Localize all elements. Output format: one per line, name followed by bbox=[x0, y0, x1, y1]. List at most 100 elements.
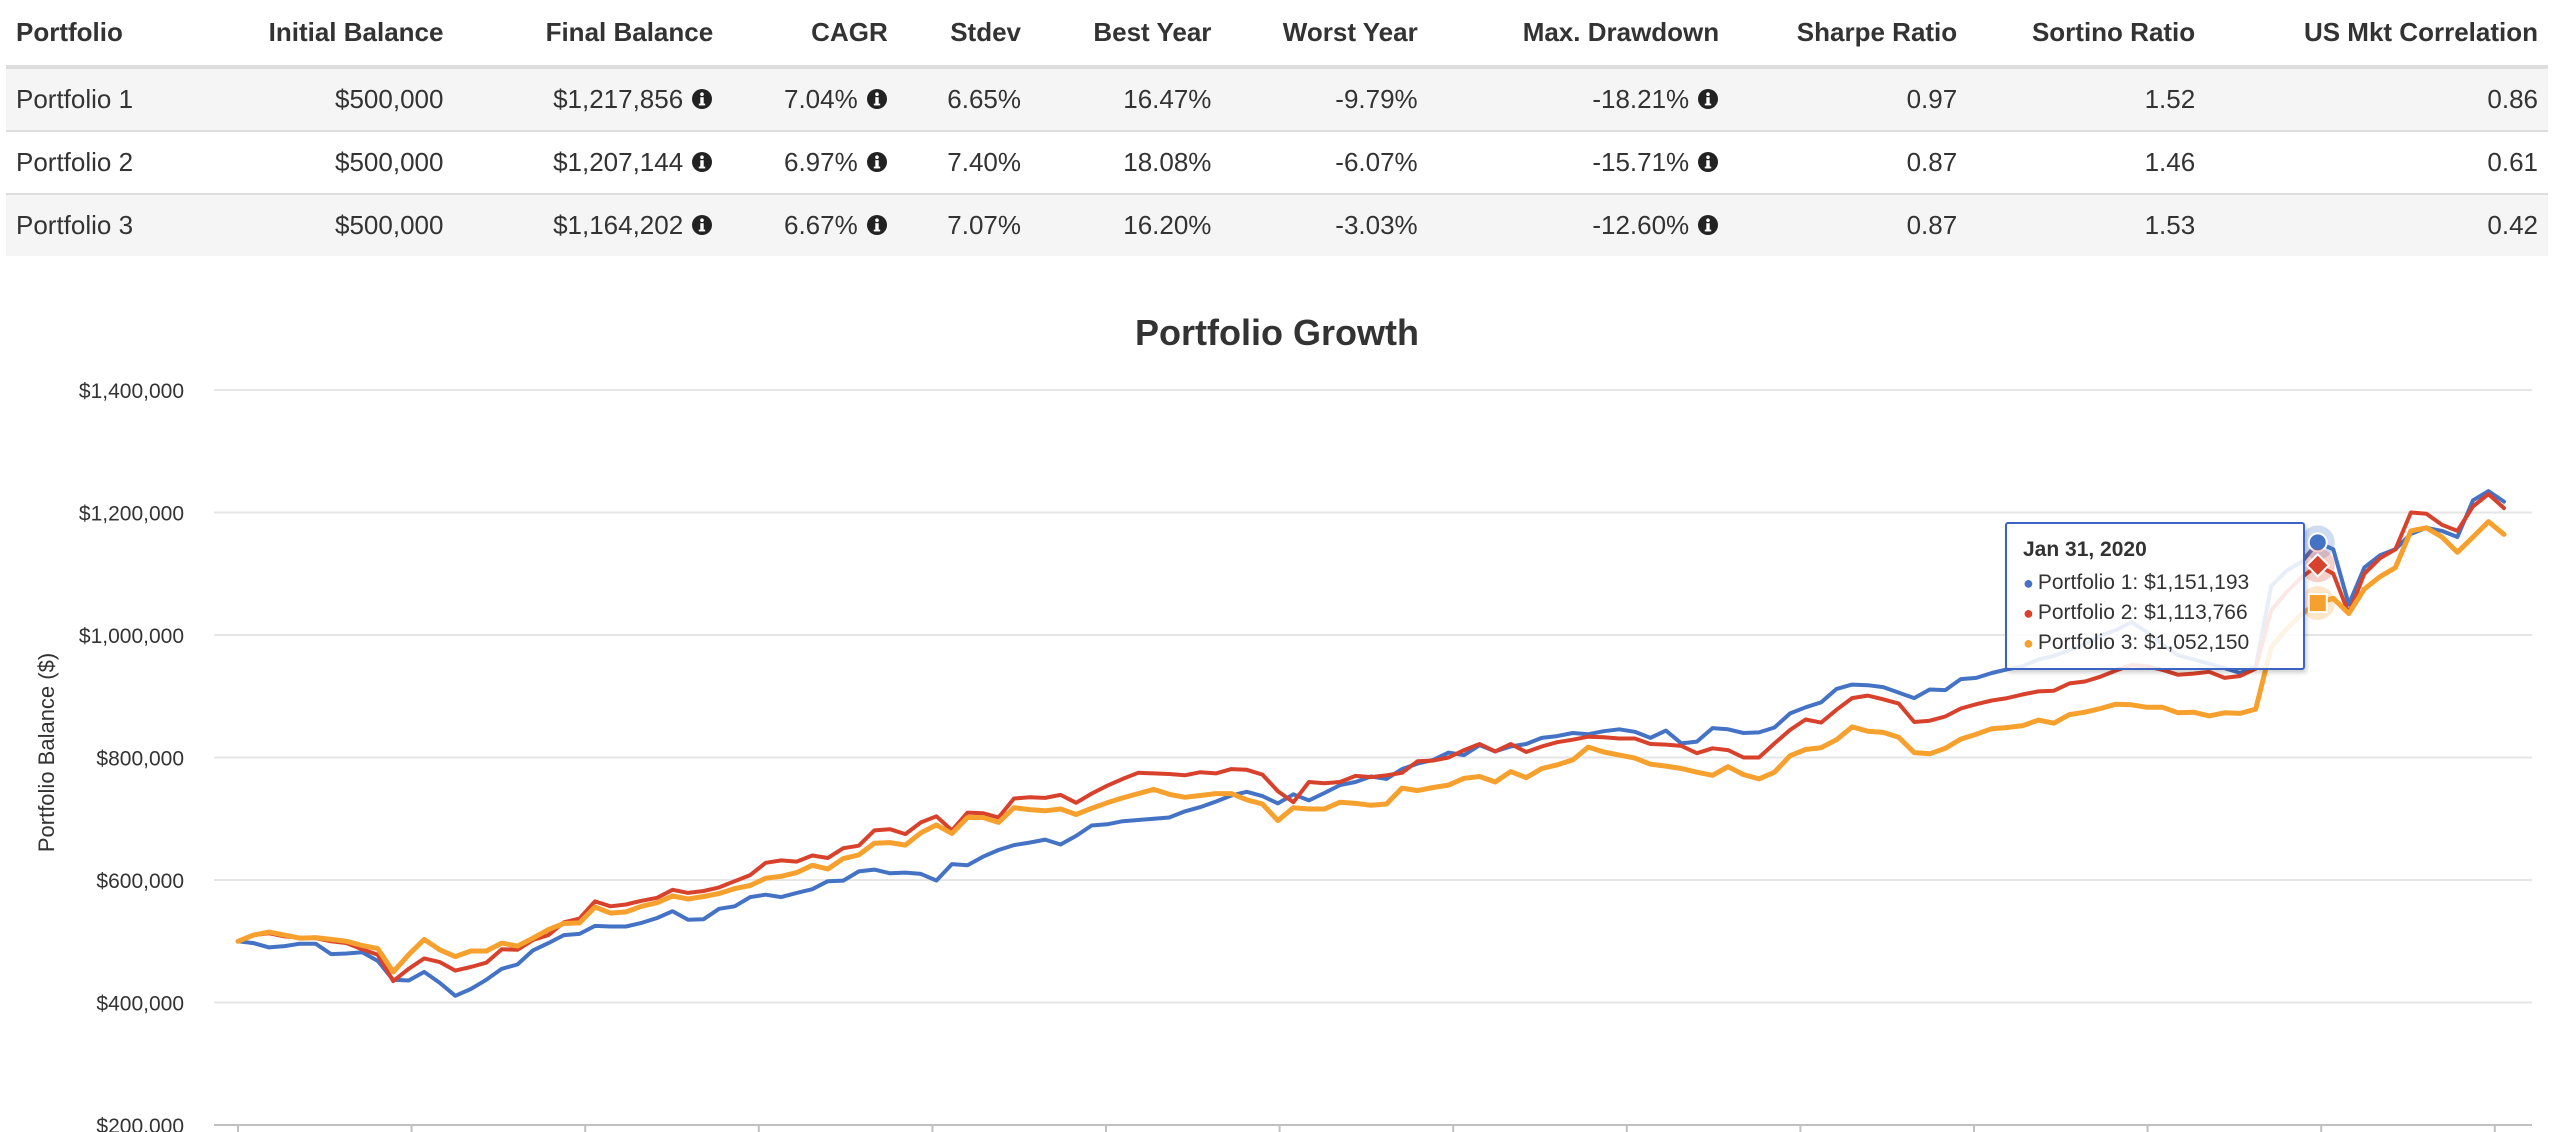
cell-value: -18.21% bbox=[1592, 84, 1690, 114]
tooltip-dot-icon: ● bbox=[2023, 573, 2034, 593]
tooltip-date: Jan 31, 2020 bbox=[2023, 538, 2147, 561]
cell-value: 0.87 bbox=[1906, 210, 1958, 240]
cell-value: 16.20% bbox=[1123, 210, 1212, 240]
cell-portfolio: Portfolio 3 bbox=[6, 194, 184, 256]
table-row: Portfolio 3 $500,000 $1,164,202 6.67% 7.07% 1… bbox=[6, 194, 2548, 256]
cell-value: 1.53 bbox=[2144, 210, 2196, 240]
info-icon[interactable] bbox=[691, 88, 713, 110]
info-icon[interactable] bbox=[691, 151, 713, 173]
tooltip-value-portfolio-2: Portfolio 2: $1,113,766 bbox=[2037, 601, 2248, 624]
cell-sortino-ratio: 1.52 bbox=[1967, 67, 2206, 132]
cell-portfolio: Portfolio 1 bbox=[6, 67, 184, 132]
cell-value: 6.97% bbox=[784, 147, 858, 177]
tooltip-value-portfolio-3: Portfolio 3: $1,052,150 bbox=[2037, 631, 2250, 654]
cell-value: 1.46 bbox=[2144, 147, 2196, 177]
cell-worst-year: -6.07% bbox=[1221, 131, 1428, 195]
header-portfolio: Portfolio bbox=[6, 0, 184, 69]
y-tick-label: $1,200,000 bbox=[79, 503, 184, 526]
cell-stdev: 7.40% bbox=[897, 131, 1032, 195]
cell-value: -15.71% bbox=[1592, 147, 1690, 177]
tooltip-row-portfolio-3: ● Portfolio 3: $1,052,150 bbox=[2023, 628, 2287, 658]
cell-sortino-ratio: 1.53 bbox=[1967, 194, 2205, 256]
cell-worst-year: -3.03% bbox=[1221, 194, 1427, 256]
cell-us-mkt-correlation: 0.42 bbox=[2205, 194, 2548, 256]
cell-stdev: 6.65% bbox=[897, 67, 1032, 132]
cell-max-drawdown: -12.60% bbox=[1428, 194, 1729, 256]
cell-value: 6.65% bbox=[947, 84, 1022, 114]
header-sortino-ratio: Sortino Ratio bbox=[1967, 0, 2206, 69]
chart-canvas: Portfolio Growth Portfolio Balance ($) $20… bbox=[34, 312, 2532, 1132]
header-us-mkt-correlation: US Mkt Correlation bbox=[2205, 0, 2548, 69]
info-icon[interactable] bbox=[866, 151, 888, 173]
header-worst-year: Worst Year bbox=[1221, 0, 1428, 69]
y-tick-label: $400,000 bbox=[96, 993, 184, 1016]
y-tick-label: $800,000 bbox=[96, 748, 184, 771]
cell-value: $1,217,856 bbox=[553, 84, 684, 114]
cell-final-balance: $1,207,144 bbox=[453, 131, 724, 195]
table-row: Portfolio 2 $500,000 $1,207,144 6.97% 7.40% 1… bbox=[6, 131, 2548, 195]
y-tick-label: $600,000 bbox=[96, 870, 184, 893]
cell-best-year: 18.08% bbox=[1031, 131, 1222, 195]
info-icon[interactable] bbox=[1697, 88, 1719, 110]
cell-value: 7.40% bbox=[947, 147, 1022, 177]
cell-value: Portfolio 2 bbox=[16, 147, 134, 177]
cell-initial-balance: $500,000 bbox=[183, 67, 454, 132]
cell-stdev: 7.07% bbox=[898, 194, 1031, 256]
cell-final-balance: $1,217,856 bbox=[453, 67, 724, 132]
cell-cagr: 7.04% bbox=[723, 67, 898, 132]
info-icon[interactable] bbox=[1697, 151, 1719, 173]
cell-best-year: 16.20% bbox=[1031, 194, 1221, 256]
header-sharpe-ratio: Sharpe Ratio bbox=[1729, 0, 1968, 69]
portfolio-stats-table: Portfolio Initial Balance Final Balance … bbox=[6, 0, 2548, 256]
cell-sharpe-ratio: 0.97 bbox=[1729, 67, 1968, 132]
tooltip-value-portfolio-1: Portfolio 1: $1,151,193 bbox=[2037, 571, 2250, 594]
cell-value: $1,164,202 bbox=[553, 210, 684, 240]
cell-value: $500,000 bbox=[335, 84, 444, 114]
header-best-year: Best Year bbox=[1031, 0, 1222, 69]
cell-max-drawdown: -18.21% bbox=[1427, 67, 1730, 132]
cell-value: 7.07% bbox=[947, 210, 1022, 240]
header-initial-balance: Initial Balance bbox=[183, 0, 454, 69]
cell-sortino-ratio: 1.46 bbox=[1967, 131, 2206, 195]
cell-value: 0.61 bbox=[2487, 147, 2538, 177]
cell-cagr: 6.67% bbox=[723, 194, 898, 256]
cell-sharpe-ratio: 0.87 bbox=[1729, 194, 1967, 256]
cell-portfolio: Portfolio 2 bbox=[6, 131, 184, 195]
cell-best-year: 16.47% bbox=[1031, 67, 1222, 132]
tooltip-dot-icon: ● bbox=[2023, 633, 2034, 653]
cell-sharpe-ratio: 0.87 bbox=[1729, 131, 1968, 195]
y-tick-label: $200,000 bbox=[96, 1115, 184, 1132]
cell-value: 18.08% bbox=[1123, 147, 1212, 177]
cell-value: $1,207,144 bbox=[553, 147, 684, 177]
chart-title: Portfolio Growth bbox=[1135, 312, 1419, 353]
cell-final-balance: $1,164,202 bbox=[453, 194, 723, 256]
info-icon[interactable] bbox=[1697, 214, 1719, 236]
hover-marker-circle bbox=[2307, 532, 2328, 553]
cell-initial-balance: $500,000 bbox=[183, 131, 454, 195]
cell-us-mkt-correlation: 0.61 bbox=[2205, 131, 2548, 195]
tooltip-row-portfolio-2: ● Portfolio 2: $1,113,766 bbox=[2023, 598, 2287, 628]
cell-cagr: 6.97% bbox=[723, 131, 898, 195]
header-stdev: Stdev bbox=[897, 0, 1032, 69]
cell-value: 16.47% bbox=[1123, 84, 1212, 114]
info-icon[interactable] bbox=[866, 214, 888, 236]
cell-value: Portfolio 1 bbox=[16, 84, 134, 114]
hover-marker-diamond bbox=[2305, 552, 2331, 578]
info-icon[interactable] bbox=[866, 88, 888, 110]
header-final-balance: Final Balance bbox=[453, 0, 724, 69]
chart-tooltip: Jan 31, 2020 ● Portfolio 1: $1,151,193 ● P… bbox=[2005, 522, 2305, 670]
cell-value: 0.86 bbox=[2487, 84, 2538, 114]
cell-value: 6.67% bbox=[784, 210, 858, 240]
cell-value: $500,000 bbox=[335, 210, 444, 240]
cell-value: -6.07% bbox=[1335, 147, 1418, 177]
cell-value: Portfolio 3 bbox=[16, 210, 134, 240]
info-icon[interactable] bbox=[691, 214, 713, 236]
cell-value: -9.79% bbox=[1335, 84, 1418, 114]
cell-value: 0.97 bbox=[1906, 84, 1958, 114]
table-row: Portfolio 1 $500,000 $1,217,856 7.04% 6.65% 1… bbox=[6, 67, 2548, 132]
cell-us-mkt-correlation: 0.86 bbox=[2205, 67, 2548, 132]
cell-value: 0.87 bbox=[1906, 147, 1958, 177]
y-axis-label: Portfolio Balance ($) bbox=[34, 653, 59, 852]
header-cagr: CAGR bbox=[723, 0, 898, 69]
portfolio-growth-chart: Portfolio Growth Portfolio Balance ($) $20… bbox=[0, 290, 2554, 1132]
